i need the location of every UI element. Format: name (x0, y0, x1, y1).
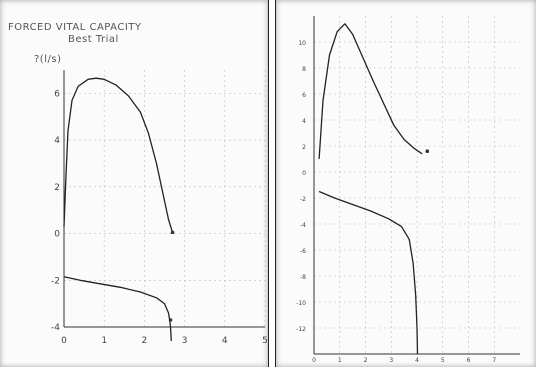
x-tick-label: 5 (262, 336, 268, 346)
x-tick-label: 1 (101, 336, 107, 346)
series-line-0 (318, 23, 423, 160)
y-tick-label: -4 (300, 222, 306, 229)
y-tick-label: -8 (300, 274, 306, 281)
x-tick-label: 0 (61, 336, 67, 346)
x-tick-label: 3 (182, 336, 188, 346)
y-tick-label: 10 (298, 40, 306, 47)
series-line-1 (63, 276, 172, 342)
y-tick-label: -2 (300, 196, 306, 203)
flow-volume-chart-right: 0 1 2 3 4 5 6 7 10 8 6 4 2 0 -2 -4 -6 -8 -10 -12 (296, 16, 520, 364)
chart-title: FORCED VITAL CAPACITY (8, 22, 142, 33)
x-tick-label: 2 (364, 357, 368, 364)
x-tick-label: 3 (389, 357, 393, 364)
y-tick-label: 8 (302, 66, 306, 73)
y-tick-label: 2 (54, 183, 60, 193)
y-tick-label: 4 (302, 118, 306, 125)
x-tick-label: 5 (441, 357, 445, 364)
x-tick-label: 6 (467, 357, 471, 364)
x-tick-label: 0 (312, 357, 316, 364)
y-tick-label: 0 (54, 230, 60, 240)
y-tick-label: -12 (296, 326, 306, 333)
chart-subtitle: Best Trial (68, 34, 119, 45)
y-tick-label: -4 (51, 323, 60, 333)
left-chart-panel: FORCED VITAL CAPACITY Best Trial ?(l/s) … (8, 22, 268, 346)
y-tick-label: 4 (54, 136, 60, 146)
marker-point-1 (168, 318, 173, 322)
y-tick-label: 6 (54, 89, 60, 99)
x-tick-label: 2 (142, 336, 148, 346)
x-tick-label: 7 (492, 357, 496, 364)
y-tick-label: -2 (51, 276, 60, 286)
right-chart-panel: 0 1 2 3 4 5 6 7 10 8 6 4 2 0 -2 -4 -6 -8 -10 -12 (276, 0, 536, 367)
series-line-0 (63, 77, 174, 233)
x-tick-label: 4 (415, 357, 419, 364)
y-tick-label: 2 (302, 144, 306, 151)
y-tick-label: 0 (302, 170, 306, 177)
series-line-1 (318, 190, 419, 355)
y-tick-label: -6 (300, 248, 306, 255)
y-axis-label: ?(l/s) (34, 54, 62, 65)
x-tick-label: 4 (222, 336, 228, 346)
marker-point-0 (170, 230, 175, 235)
flow-volume-chart-left: 0 1 2 3 4 5 6 4 2 0 -2 -4 (51, 70, 268, 346)
x-tick-label: 1 (338, 357, 342, 364)
y-tick-label: -10 (296, 300, 306, 307)
y-tick-label: 6 (302, 92, 306, 99)
marker-point-0 (425, 149, 430, 153)
